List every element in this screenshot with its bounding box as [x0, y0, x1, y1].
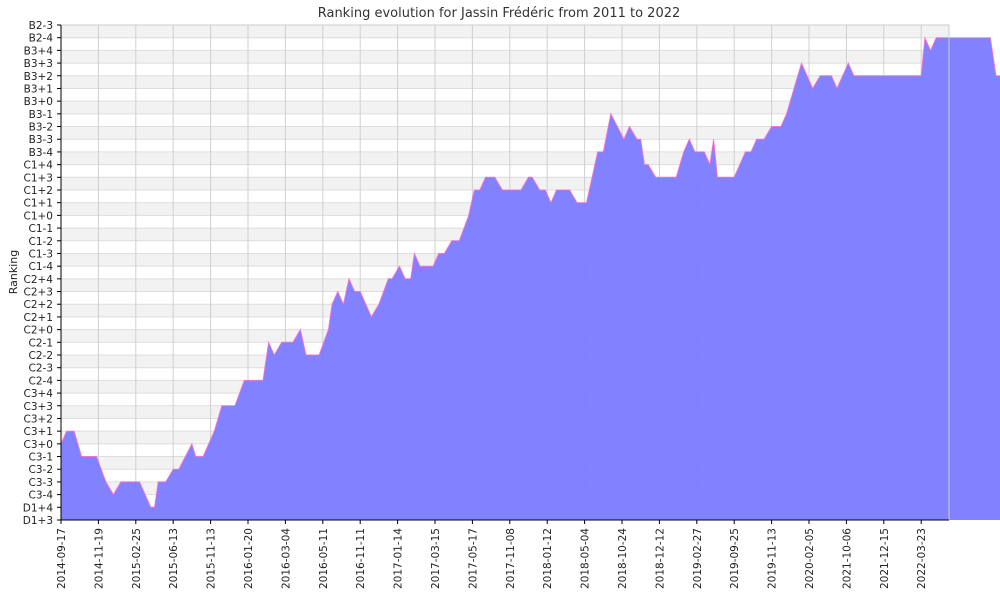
- y-tick-label: D1+4: [23, 502, 54, 514]
- plot-band: [61, 50, 949, 64]
- x-tick-label: 2016-11-11: [355, 528, 367, 589]
- plot-frame: [60, 24, 950, 521]
- plot-band: [61, 75, 949, 89]
- y-tick-label: C2+2: [24, 299, 54, 311]
- x-tick-label: 2022-03-23: [916, 528, 928, 589]
- y-tick-label: C2-2: [29, 350, 53, 362]
- x-tick-label: 2015-11-13: [206, 528, 218, 589]
- y-tick-label: C3-4: [29, 490, 54, 502]
- series-area: [60, 35, 1000, 520]
- y-tick-label: C3-3: [29, 477, 53, 489]
- x-tick-label: 2018-05-04: [580, 528, 592, 589]
- y-tick-label: C1+4: [24, 160, 54, 172]
- y-tick-label: C1-1: [29, 223, 53, 235]
- y-tick-label: B2-4: [29, 33, 54, 45]
- x-tick-label: 2018-10-24: [617, 528, 629, 589]
- y-tick-label: C2+0: [24, 325, 54, 337]
- plot-band: [61, 113, 949, 127]
- x-axis-ticks: 2014-09-17 2014-11-19 2015-02-25 2015-06-13…: [56, 520, 928, 589]
- plot-band: [61, 139, 949, 152]
- x-tick-label: 2018-12-12: [654, 528, 666, 589]
- x-tick-label: 2020-02-05: [804, 528, 816, 589]
- plot-band: [61, 126, 949, 140]
- y-tick-label: C2-3: [29, 363, 53, 375]
- x-tick-label: 2015-02-25: [131, 528, 143, 589]
- y-tick-label: C1-3: [29, 248, 53, 260]
- y-tick-label: C1+0: [24, 210, 54, 222]
- y-tick-label: B3+1: [24, 83, 53, 95]
- y-tick-label: B2-3: [29, 20, 53, 32]
- x-tick-label: 2017-03-15: [430, 528, 442, 589]
- y-axis-label: Ranking: [7, 250, 20, 295]
- plot-band: [61, 101, 949, 114]
- x-tick-label: 2018-01-12: [542, 528, 554, 589]
- y-tick-label: B3+4: [24, 45, 54, 57]
- chart-title: Ranking evolution for Jassin Frédéric fr…: [318, 6, 681, 21]
- plot-band: [61, 164, 949, 178]
- plot-band: [61, 151, 949, 165]
- x-tick-label: 2019-11-13: [767, 528, 779, 589]
- x-tick-label: 2017-05-17: [467, 528, 479, 589]
- y-tick-label: D1+3: [23, 515, 53, 527]
- plot-band: [61, 88, 949, 102]
- y-tick-label: C2+4: [24, 274, 54, 286]
- x-tick-label: 2019-09-25: [729, 528, 741, 589]
- y-tick-label: C3+1: [24, 426, 54, 438]
- y-tick-label: C1-2: [29, 236, 53, 248]
- y-tick-label: C3-1: [29, 452, 53, 464]
- y-tick-label: C1+1: [24, 198, 54, 210]
- y-tick-label: C1-4: [29, 261, 54, 273]
- x-tick-label: 2021-12-15: [879, 528, 891, 589]
- y-tick-label: B3+2: [24, 71, 53, 83]
- y-tick-label: C3+4: [24, 388, 54, 400]
- x-tick-label: 2016-01-20: [243, 528, 255, 589]
- y-tick-label: B3+3: [24, 58, 53, 70]
- y-tick-label: C2+1: [24, 312, 54, 324]
- y-tick-label: C2-4: [29, 375, 54, 387]
- y-tick-label: C3+3: [24, 401, 54, 413]
- y-tick-label: B3-2: [29, 122, 53, 134]
- y-tick-label: C2+3: [24, 287, 54, 299]
- x-tick-label: 2016-05-11: [318, 528, 330, 589]
- plot-band: [61, 37, 949, 51]
- x-tick-label: 2015-06-13: [168, 528, 180, 589]
- ranking-area: [61, 37, 1000, 520]
- ranking-line: [60, 35, 1000, 508]
- y-tick-label: B3-4: [29, 147, 54, 159]
- plot-band: [61, 63, 949, 76]
- y-tick-label: C3-2: [29, 464, 53, 476]
- y-tick-label: C3+0: [24, 439, 54, 451]
- y-tick-label: B3-1: [29, 109, 53, 121]
- y-tick-label: C1+3: [24, 172, 54, 184]
- x-tick-label: 2014-09-17: [56, 528, 68, 589]
- x-tick-label: 2014-11-19: [93, 528, 105, 589]
- x-tick-label: 2019-02-27: [692, 528, 704, 589]
- y-axis-ticks: D1+3D1+4C3-4C3-3C3-2C3-1C3+0C3+1C3+2C3+3…: [23, 20, 61, 527]
- y-tick-label: B3+0: [24, 96, 53, 108]
- y-tick-label: B3-3: [29, 134, 53, 146]
- x-tick-label: 2017-11-08: [505, 528, 517, 589]
- plot-band: [61, 25, 949, 38]
- x-tick-label: 2017-01-14: [393, 528, 405, 589]
- y-tick-label: C3+2: [24, 413, 54, 425]
- y-tick-label: C1+2: [24, 185, 54, 197]
- x-tick-label: 2016-03-04: [280, 528, 292, 589]
- y-tick-label: C2-1: [29, 337, 53, 349]
- x-tick-label: 2021-10-06: [841, 528, 853, 589]
